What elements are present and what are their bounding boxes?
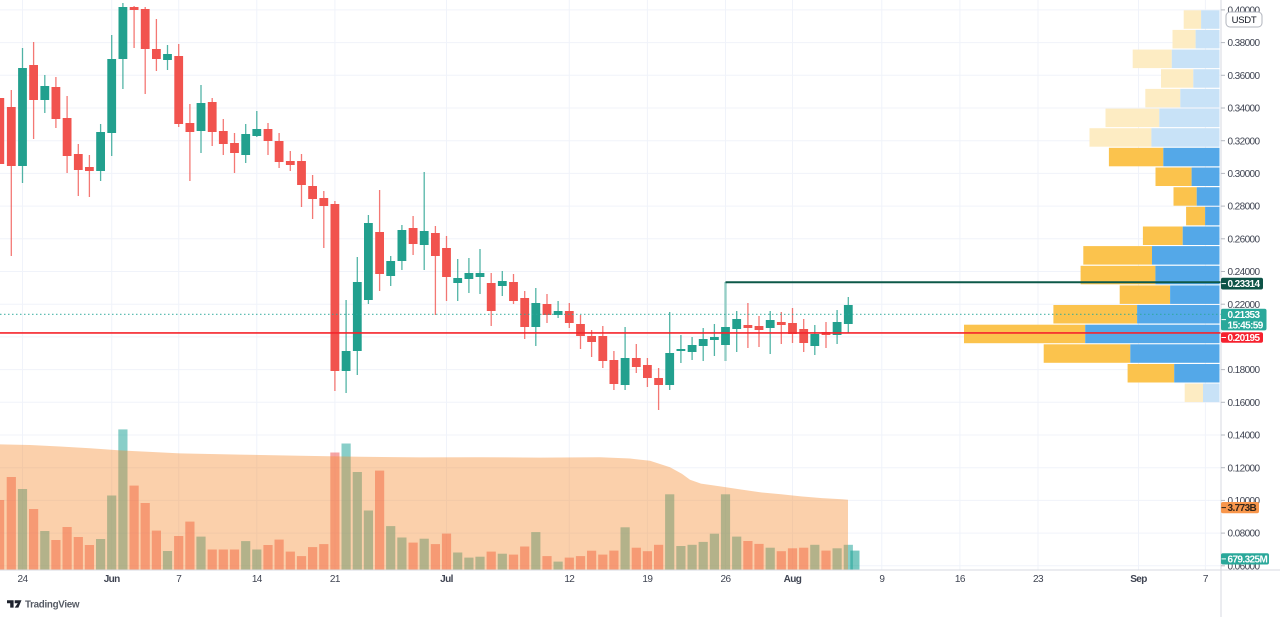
svg-text:3.773B: 3.773B xyxy=(1228,503,1257,514)
svg-text:0.38000: 0.38000 xyxy=(1228,38,1261,49)
svg-text:0.26000: 0.26000 xyxy=(1228,234,1261,245)
svg-text:0.14000: 0.14000 xyxy=(1228,431,1261,442)
svg-text:0.16000: 0.16000 xyxy=(1228,398,1261,409)
svg-text:0.21353: 0.21353 xyxy=(1228,310,1261,321)
svg-text:12: 12 xyxy=(564,574,575,585)
svg-text:19: 19 xyxy=(642,574,653,585)
svg-text:0.34000: 0.34000 xyxy=(1228,104,1261,115)
svg-text:0.12000: 0.12000 xyxy=(1228,463,1261,474)
svg-text:21: 21 xyxy=(330,574,341,585)
svg-text:TradingView: TradingView xyxy=(25,599,80,610)
svg-text:0.08000: 0.08000 xyxy=(1228,529,1261,540)
svg-text:USDT: USDT xyxy=(1232,15,1257,26)
svg-text:16: 16 xyxy=(955,574,966,585)
svg-text:0.20195: 0.20195 xyxy=(1228,333,1261,344)
svg-text:7: 7 xyxy=(176,574,182,585)
svg-text:26: 26 xyxy=(721,574,732,585)
svg-text:7: 7 xyxy=(1203,574,1209,585)
svg-text:24: 24 xyxy=(18,574,29,585)
svg-text:23: 23 xyxy=(1033,574,1044,585)
svg-text:Sep: Sep xyxy=(1130,574,1147,585)
svg-text:15:45:59: 15:45:59 xyxy=(1228,321,1264,332)
svg-text:9: 9 xyxy=(879,574,885,585)
svg-text:0.06000: 0.06000 xyxy=(1228,561,1261,572)
svg-text:Jul: Jul xyxy=(440,574,453,585)
svg-text:0.32000: 0.32000 xyxy=(1228,136,1261,147)
svg-text:Aug: Aug xyxy=(784,574,802,585)
svg-text:0.36000: 0.36000 xyxy=(1228,71,1261,82)
svg-text:Jun: Jun xyxy=(104,574,120,585)
svg-text:679.325M: 679.325M xyxy=(1228,555,1268,566)
svg-text:0.23314: 0.23314 xyxy=(1228,279,1261,290)
svg-text:0.18000: 0.18000 xyxy=(1228,365,1261,376)
svg-text:0.10000: 0.10000 xyxy=(1228,496,1261,507)
svg-text:0.40000: 0.40000 xyxy=(1228,6,1261,17)
svg-text:14: 14 xyxy=(252,574,263,585)
svg-text:0.22000: 0.22000 xyxy=(1228,300,1261,311)
svg-text:0.30000: 0.30000 xyxy=(1228,169,1261,180)
svg-text:0.28000: 0.28000 xyxy=(1228,202,1261,213)
svg-text:0.24000: 0.24000 xyxy=(1228,267,1261,278)
